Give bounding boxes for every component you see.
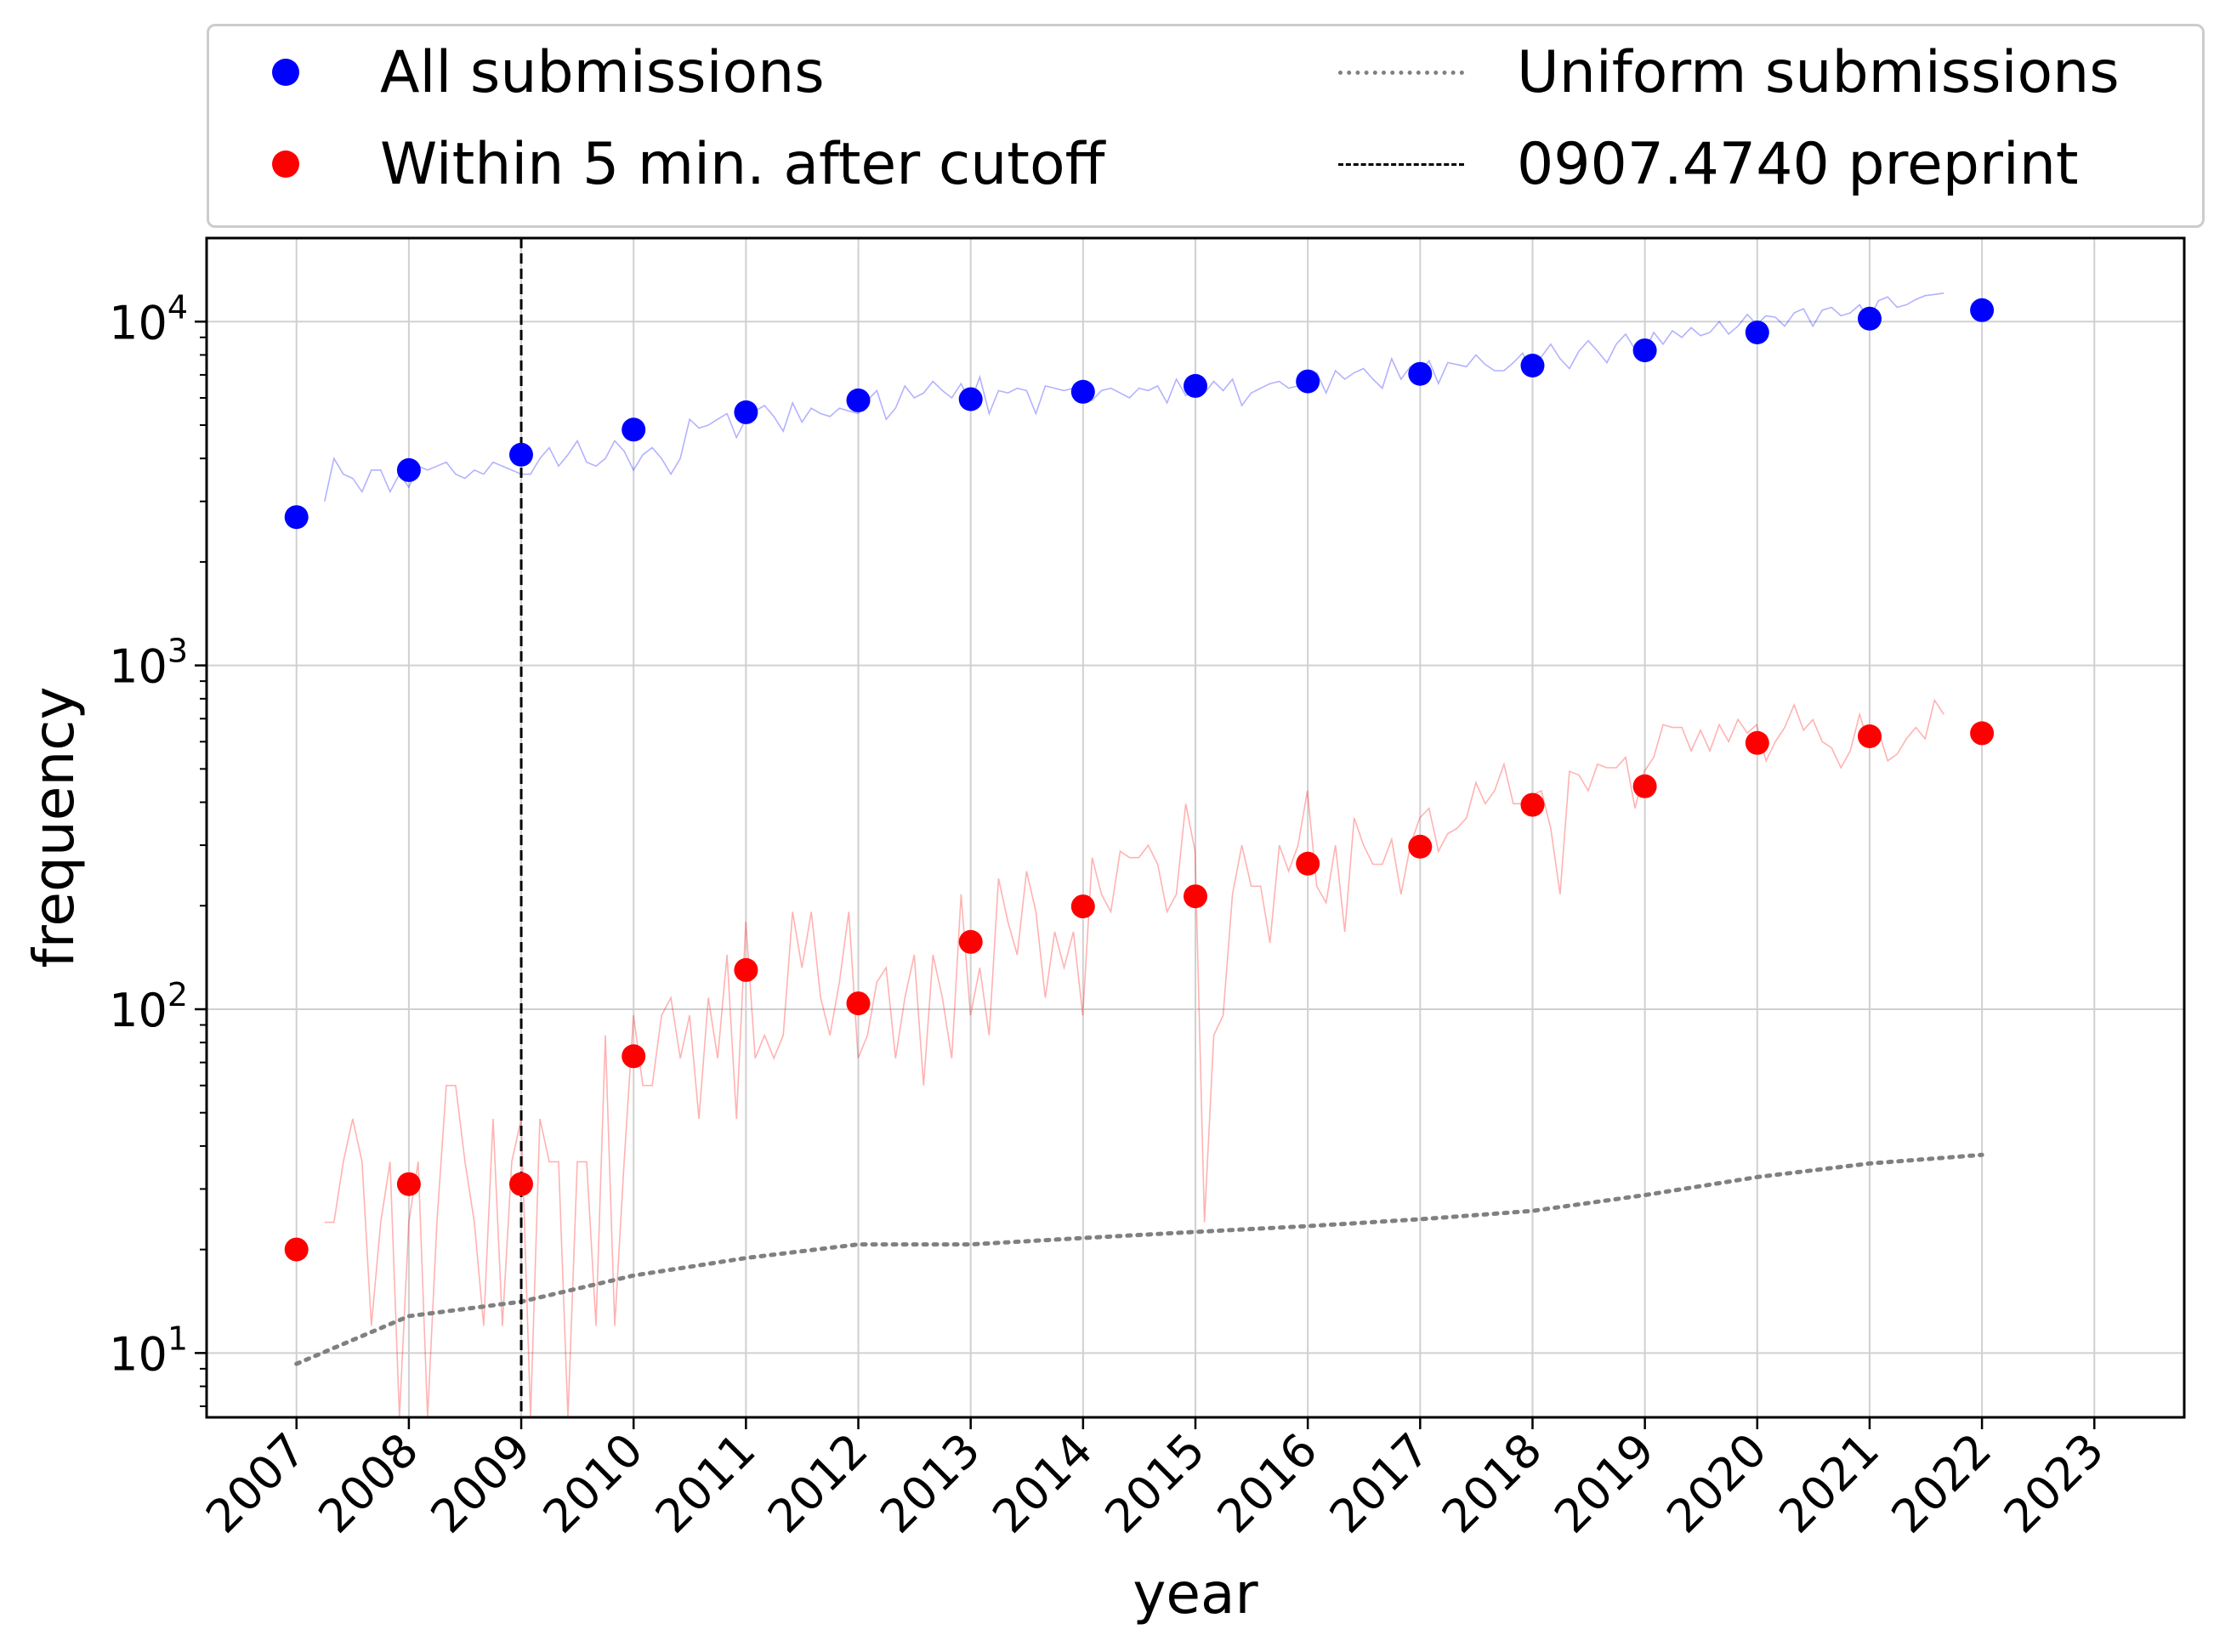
legend-dot-cutoff bbox=[272, 150, 299, 178]
legend-item-uniform: Uniform submissions bbox=[1338, 38, 2120, 106]
x-tick-label: 2016 bbox=[1207, 1423, 1328, 1544]
point-within-5-min bbox=[396, 1172, 421, 1196]
x-tick-label: 2022 bbox=[1882, 1423, 2002, 1544]
legend-item-preprint: 0907.4740 preprint bbox=[1338, 130, 2079, 198]
x-tick-label: 2015 bbox=[1094, 1423, 1215, 1544]
x-tick-label: 2020 bbox=[1656, 1423, 1777, 1544]
point-within-5-min bbox=[1070, 894, 1095, 919]
point-within-5-min bbox=[1296, 851, 1320, 876]
point-all-submissions bbox=[509, 442, 533, 467]
legend: All submissions Within 5 min. after cuto… bbox=[207, 24, 2205, 228]
point-all-submissions bbox=[1070, 379, 1095, 404]
monthly-line-all bbox=[324, 292, 1944, 502]
legend-label-cutoff: Within 5 min. after cutoff bbox=[380, 130, 1105, 198]
point-within-5-min bbox=[958, 929, 983, 954]
point-within-5-min bbox=[1858, 724, 1882, 748]
point-within-5-min bbox=[846, 991, 871, 1016]
point-all-submissions bbox=[1970, 298, 1995, 322]
x-tick-label: 2011 bbox=[645, 1423, 766, 1544]
point-within-5-min bbox=[734, 957, 758, 982]
point-all-submissions bbox=[1408, 361, 1433, 386]
monthly-line-cutoff bbox=[324, 698, 1944, 1418]
point-all-submissions bbox=[284, 505, 309, 530]
x-tick-label: 2009 bbox=[421, 1423, 542, 1544]
y-tick-label: 102 bbox=[109, 976, 188, 1037]
point-within-5-min bbox=[1745, 730, 1769, 755]
point-within-5-min bbox=[1520, 792, 1545, 817]
y-axis-label: frequency bbox=[21, 686, 87, 968]
y-tick-label: 101 bbox=[109, 1320, 188, 1381]
x-tick-label: 2018 bbox=[1432, 1423, 1553, 1544]
point-within-5-min bbox=[1970, 721, 1995, 746]
x-tick-label: 2021 bbox=[1768, 1423, 1889, 1544]
uniform-submissions-line bbox=[294, 1152, 1984, 1366]
point-all-submissions bbox=[622, 417, 646, 442]
y-tick-label: 104 bbox=[109, 288, 188, 349]
legend-label-all: All submissions bbox=[380, 38, 825, 106]
legend-line-preprint bbox=[1338, 162, 1464, 166]
point-all-submissions bbox=[1520, 354, 1545, 378]
x-tick-label: 2019 bbox=[1544, 1423, 1665, 1544]
point-within-5-min bbox=[1408, 834, 1433, 859]
point-all-submissions bbox=[1296, 369, 1320, 394]
point-all-submissions bbox=[1184, 373, 1207, 398]
legend-label-uniform: Uniform submissions bbox=[1517, 38, 2120, 106]
point-all-submissions bbox=[958, 387, 983, 412]
x-tick-label: 2010 bbox=[533, 1423, 654, 1544]
scatter-points bbox=[284, 298, 1995, 1262]
point-all-submissions bbox=[734, 400, 758, 424]
legend-line-uniform bbox=[1338, 70, 1464, 75]
x-axis-label: year bbox=[1133, 1561, 1258, 1626]
x-tick-label: 2008 bbox=[308, 1423, 429, 1544]
point-within-5-min bbox=[284, 1237, 309, 1262]
legend-label-preprint: 0907.4740 preprint bbox=[1517, 130, 2079, 198]
legend-item-cutoff: Within 5 min. after cutoff bbox=[209, 130, 1104, 198]
x-tick-label: 2012 bbox=[758, 1423, 878, 1544]
point-within-5-min bbox=[1184, 884, 1207, 909]
x-axis-ticks: 2007200820092010201120122013201420152016… bbox=[196, 1417, 2114, 1543]
x-tick-label: 2014 bbox=[982, 1423, 1103, 1544]
point-all-submissions bbox=[1858, 306, 1882, 331]
x-tick-label: 2013 bbox=[870, 1423, 991, 1544]
grid-lines bbox=[207, 238, 2184, 1417]
y-axis-ticks: 101 102 103 104 bbox=[109, 288, 207, 1407]
monthly-lines bbox=[324, 292, 1944, 1418]
legend-item-all: All submissions bbox=[209, 38, 825, 106]
point-all-submissions bbox=[1745, 321, 1769, 344]
point-all-submissions bbox=[396, 457, 421, 482]
point-within-5-min bbox=[509, 1172, 533, 1196]
legend-dot-all bbox=[272, 59, 299, 86]
point-all-submissions bbox=[1632, 338, 1657, 363]
point-within-5-min bbox=[1632, 774, 1657, 798]
x-tick-label: 2023 bbox=[1994, 1423, 2115, 1544]
x-tick-label: 2007 bbox=[196, 1423, 316, 1544]
uniform-line bbox=[294, 1152, 1984, 1366]
point-within-5-min bbox=[622, 1044, 646, 1069]
point-all-submissions bbox=[846, 388, 871, 412]
x-tick-label: 2017 bbox=[1320, 1423, 1440, 1544]
y-tick-label: 103 bbox=[109, 633, 188, 694]
